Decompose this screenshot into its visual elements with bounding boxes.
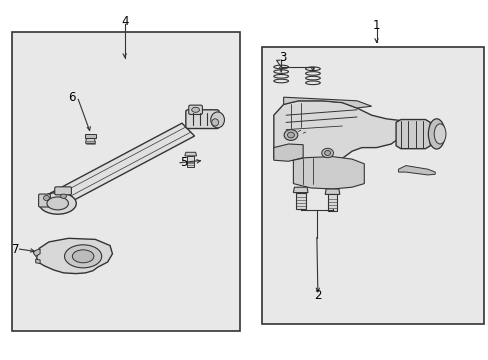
Ellipse shape — [61, 194, 66, 198]
Polygon shape — [283, 97, 371, 108]
Polygon shape — [293, 187, 307, 193]
Polygon shape — [36, 259, 40, 264]
Ellipse shape — [47, 197, 68, 210]
Ellipse shape — [72, 250, 94, 263]
Text: 5: 5 — [179, 156, 187, 169]
Bar — [12, 32, 239, 331]
Ellipse shape — [284, 130, 297, 140]
Polygon shape — [273, 101, 400, 166]
Text: 6: 6 — [68, 91, 76, 104]
Text: 2: 2 — [313, 289, 321, 302]
Text: 7: 7 — [12, 243, 20, 256]
Polygon shape — [50, 123, 194, 206]
Ellipse shape — [433, 124, 445, 144]
Ellipse shape — [191, 107, 199, 112]
Ellipse shape — [64, 245, 102, 268]
Ellipse shape — [427, 119, 444, 149]
Ellipse shape — [211, 119, 218, 126]
Polygon shape — [33, 249, 40, 256]
Ellipse shape — [324, 150, 330, 156]
Polygon shape — [85, 138, 95, 143]
Ellipse shape — [43, 195, 49, 201]
Ellipse shape — [287, 132, 294, 138]
Polygon shape — [84, 134, 96, 138]
Polygon shape — [327, 194, 337, 211]
Polygon shape — [398, 166, 434, 175]
Polygon shape — [293, 157, 364, 189]
Polygon shape — [295, 193, 305, 209]
Text: 1: 1 — [372, 19, 380, 32]
FancyBboxPatch shape — [39, 194, 50, 207]
Ellipse shape — [39, 193, 76, 214]
Text: 3: 3 — [278, 51, 286, 64]
FancyBboxPatch shape — [188, 105, 202, 114]
Polygon shape — [37, 238, 112, 274]
Polygon shape — [395, 120, 429, 149]
Polygon shape — [184, 152, 196, 156]
Text: 4: 4 — [121, 15, 128, 28]
Polygon shape — [273, 144, 303, 161]
Ellipse shape — [321, 148, 333, 158]
Bar — [261, 47, 483, 324]
Ellipse shape — [210, 112, 224, 128]
FancyBboxPatch shape — [185, 110, 219, 129]
Polygon shape — [187, 156, 194, 167]
Polygon shape — [325, 189, 339, 194]
FancyBboxPatch shape — [55, 187, 71, 195]
